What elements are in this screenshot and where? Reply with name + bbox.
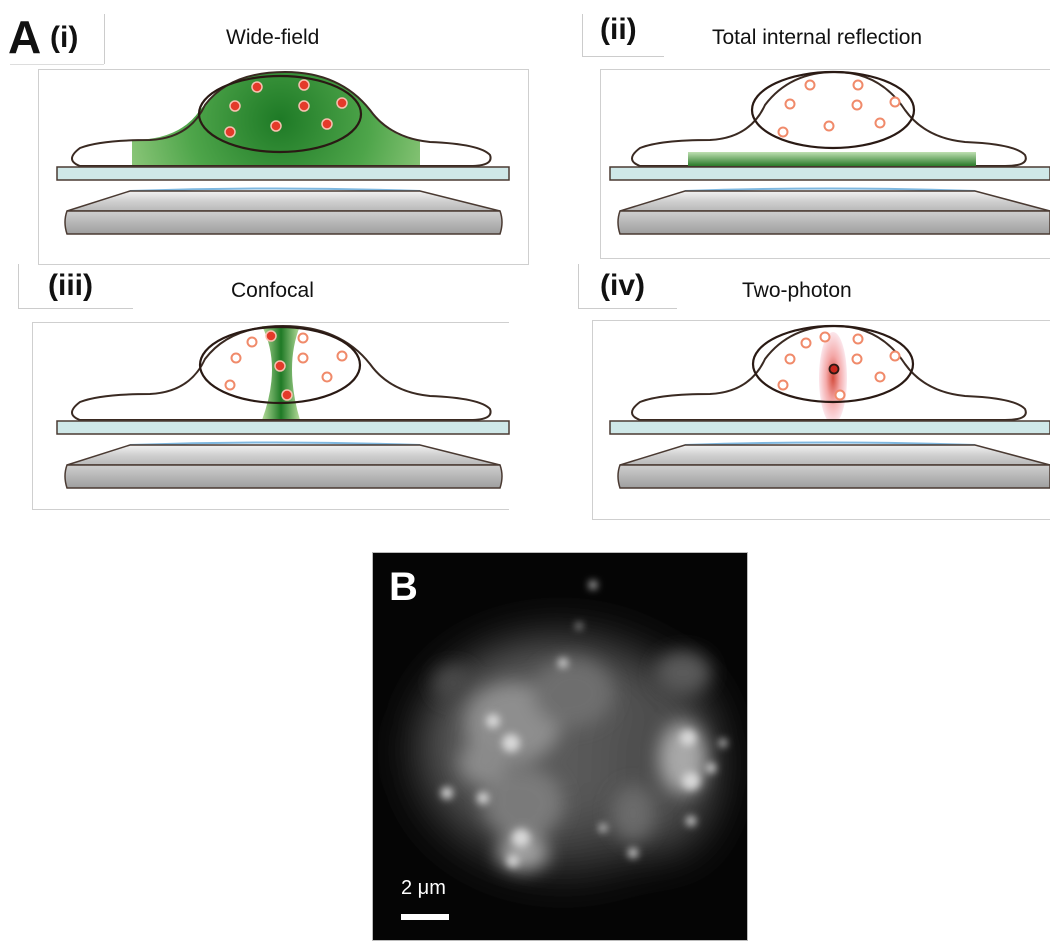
objective-lens-body — [64, 464, 503, 489]
label-frame — [578, 264, 677, 309]
bright-puncta — [441, 581, 727, 867]
fluorophores-dark — [777, 331, 901, 401]
immersion-oil — [684, 187, 976, 192]
nucleus-outline — [751, 324, 915, 404]
objective-lens-body — [617, 464, 1050, 489]
evanescent-field — [688, 152, 976, 166]
coverslip — [609, 420, 1050, 435]
immersion-oil — [684, 441, 976, 446]
micrograph-image — [373, 553, 747, 940]
coverslip — [56, 420, 510, 435]
fluorophores-dark — [224, 332, 348, 391]
subpanel-iii-title: Confocal — [231, 279, 314, 302]
label-frame — [18, 264, 133, 309]
fluorophores-excited — [265, 330, 293, 401]
fluorophores-excited — [224, 79, 348, 138]
immersion-oil — [129, 441, 421, 446]
scale-bar-label: 2 μm — [401, 877, 446, 899]
coverslip — [609, 166, 1050, 181]
fluorescence-micrograph: B 2 μm — [372, 552, 748, 941]
header-divider — [10, 64, 104, 65]
coverslip — [56, 166, 510, 181]
scale-bar — [401, 914, 449, 920]
panel-a-letter: A — [8, 11, 42, 63]
objective-lens — [619, 444, 1050, 466]
label-frame — [582, 14, 664, 57]
subpanel-ii-label: (ii) — [600, 13, 637, 46]
illumination-field — [132, 72, 420, 166]
header-divider — [104, 14, 105, 64]
subpanel-i-title: Wide-field — [226, 26, 320, 49]
nucleus-outline — [197, 74, 363, 154]
fluorophore-excited-focal — [828, 363, 840, 375]
subpanel-iv-title: Two-photon — [742, 279, 852, 302]
nucleus-outline — [198, 325, 362, 405]
nucleus-outline — [750, 70, 916, 150]
panel-b-letter: B — [389, 565, 418, 609]
subpanel-iii-label: (iii) — [48, 269, 93, 302]
fluorophores-dark — [777, 79, 901, 138]
immersion-oil — [129, 187, 421, 192]
excitation-volume — [819, 332, 847, 424]
subpanel-iv-label: (iv) — [600, 269, 645, 302]
objective-lens-body — [64, 210, 503, 235]
objective-lens-body — [617, 210, 1050, 235]
cell-outline — [71, 70, 492, 167]
subpanel-ii-title: Total internal reflection — [712, 26, 923, 49]
subpanel-i-label: (i) — [50, 21, 79, 54]
